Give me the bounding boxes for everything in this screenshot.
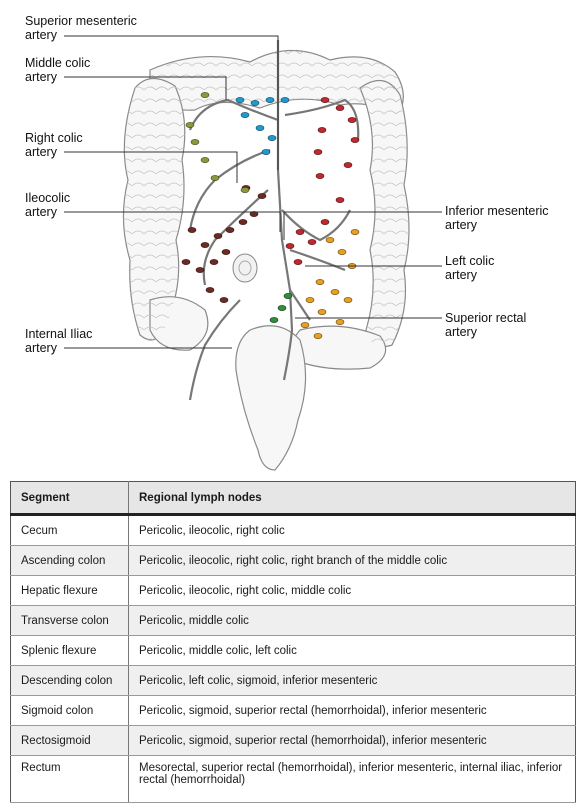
segment-cell: Transverse colon: [10, 605, 129, 636]
table-row: Hepatic flexure Pericolic, ileocolic, ri…: [10, 575, 576, 606]
ileum-cross-section: [232, 253, 258, 283]
lymph-node-table: Segment Regional lymph nodes Cecum Peric…: [10, 481, 576, 803]
label-left-colic-artery: Left colic artery: [445, 254, 495, 282]
nodes-cell: Pericolic, ileocolic, right colic: [128, 514, 576, 546]
nodes-cell: Pericolic, ileocolic, right colic, right…: [128, 545, 576, 576]
label-superior-rectal-artery: Superior rectal artery: [445, 311, 527, 339]
nodes-cell: Pericolic, left colic, sigmoid, inferior…: [128, 665, 576, 696]
lymph-nodes-middle-colic: [235, 97, 290, 155]
label-inferior-mesenteric-artery: Inferior mesenteric artery: [445, 204, 549, 232]
lymph-nodes-inferior-mesenteric: [285, 97, 360, 265]
table-row: Descending colon Pericolic, left colic, …: [10, 665, 576, 696]
segment-cell: Splenic flexure: [10, 635, 129, 666]
label-right-colic-artery: Right colic artery: [25, 131, 83, 159]
lymph-nodes-superior-rectal: [269, 293, 293, 323]
lymph-nodes-right-colic: [185, 92, 250, 193]
table-row: Splenic flexure Pericolic, middle colic,…: [10, 635, 576, 666]
colon-anatomy-drawing: [64, 35, 442, 471]
segment-cell: Descending colon: [10, 665, 129, 696]
nodes-cell: Pericolic, middle colic: [128, 605, 576, 636]
segment-cell: Rectosigmoid: [10, 725, 129, 756]
segment-cell: Sigmoid colon: [10, 695, 129, 726]
segment-cell: Ascending colon: [10, 545, 129, 576]
nodes-cell: Mesorectal, superior rectal (hemorrhoida…: [128, 755, 576, 803]
lymph-nodes-sigmoid: [300, 229, 360, 339]
segment-cell: Rectum: [10, 755, 129, 803]
table-row: Transverse colon Pericolic, middle colic: [10, 605, 576, 636]
segment-cell: Cecum: [10, 514, 129, 546]
nodes-cell: Pericolic, sigmoid, superior rectal (hem…: [128, 695, 576, 726]
table-row: Cecum Pericolic, ileocolic, right colic: [10, 514, 576, 546]
table-row: Rectosigmoid Pericolic, sigmoid, superio…: [10, 725, 576, 756]
label-internal-iliac-artery: Internal Iliac artery: [25, 327, 93, 355]
nodes-cell: Pericolic, middle colic, left colic: [128, 635, 576, 666]
label-superior-mesenteric-artery: Superior mesenteric artery: [25, 14, 137, 42]
column-header-regional-lymph-nodes: Regional lymph nodes: [128, 481, 576, 516]
column-header-segment: Segment: [10, 481, 129, 516]
colon-lymph-node-illustration: Superior mesenteric artery Middle colic …: [25, 14, 549, 471]
label-ileocolic-artery: Ileocolic artery: [25, 191, 71, 219]
segment-cell: Hepatic flexure: [10, 575, 129, 606]
nodes-cell: Pericolic, sigmoid, superior rectal (hem…: [128, 725, 576, 756]
nodes-cell: Pericolic, ileocolic, right colic, middl…: [128, 575, 576, 606]
lymph-node-table-container: Segment Regional lymph nodes Cecum Peric…: [10, 481, 576, 803]
label-leader-lines: [64, 35, 442, 349]
table-row: Ascending colon Pericolic, ileocolic, ri…: [10, 545, 576, 576]
table-row: Sigmoid colon Pericolic, sigmoid, superi…: [10, 695, 576, 726]
table-row: Rectum Mesorectal, superior rectal (hemo…: [10, 755, 576, 803]
table-header-row: Segment Regional lymph nodes: [10, 481, 576, 516]
label-middle-colic-artery: Middle colic artery: [25, 56, 91, 84]
